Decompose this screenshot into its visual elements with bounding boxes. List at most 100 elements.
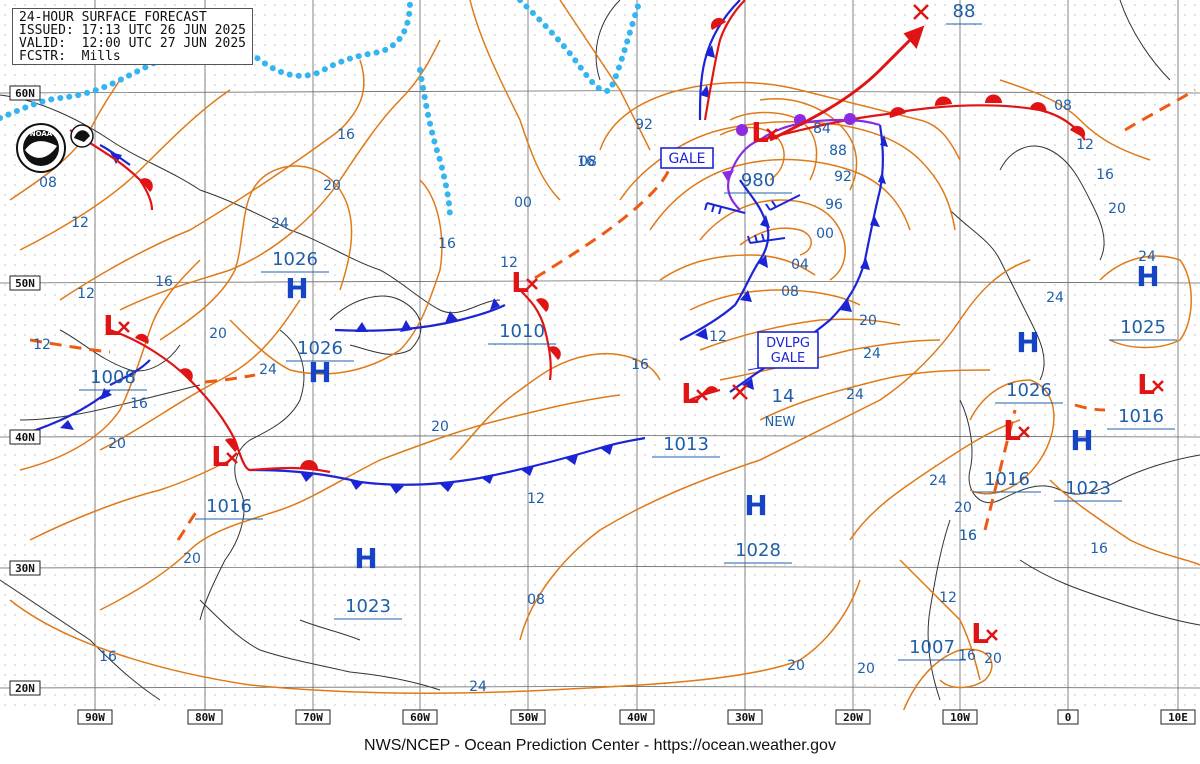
issued-line: ISSUED: 17:13 UTC 26 JUN 2025 — [19, 23, 246, 38]
isobar-label: 24 — [1138, 249, 1156, 265]
low-symbol: L — [971, 617, 989, 650]
isobar-label: 12 — [500, 255, 518, 271]
lat-60n: 60N — [15, 87, 35, 100]
warm-fronts — [69, 0, 1086, 474]
isobar-label: 24 — [1046, 290, 1064, 306]
isobar-label: 04 — [791, 257, 809, 273]
lon-10e: 10E — [1168, 711, 1188, 724]
high-symbol: H — [1070, 424, 1093, 457]
coastlines — [0, 0, 1200, 701]
low-pressure-center: L 1008 — [79, 309, 147, 391]
central-pressure-label: 1008 — [90, 367, 136, 388]
lon-10w: 10W — [950, 711, 970, 724]
central-pressure-label: 1026 — [272, 249, 318, 270]
low-center-x — [766, 128, 778, 140]
isobar-label: 12 — [939, 590, 957, 606]
cold-front-barbs — [60, 45, 888, 494]
lat-50n: 50N — [15, 277, 35, 290]
isobar-label: 96 — [825, 197, 843, 213]
isobar-label: 20 — [209, 326, 227, 342]
lat-lon-grid — [0, 0, 1200, 710]
central-pressure-label: 1016 — [206, 496, 252, 517]
wind-barbs — [704, 194, 801, 244]
low-track-arrow — [769, 25, 925, 142]
lat-20n: 20N — [15, 682, 35, 695]
low-center-x — [1018, 426, 1030, 438]
isobar-label: 16 — [1096, 167, 1114, 183]
isobar-label: 84 — [813, 121, 831, 137]
longitude-labels: 90W 80W 70W 60W 50W 40W 30W 20W 10W 0 10… — [77, 709, 1196, 725]
lon-0: 0 — [1065, 711, 1072, 724]
isobar-label: 24 — [271, 216, 289, 232]
isobar-label: 20 — [787, 658, 805, 674]
footer-credit: NWS/NCEP - Ocean Prediction Center - htt… — [364, 737, 836, 754]
low-symbol: L — [751, 116, 769, 149]
low-pressure-center: L 1016 — [1107, 368, 1175, 430]
isobar-label: 20 — [1108, 201, 1126, 217]
isobar-label: 24 — [469, 679, 487, 695]
exit-low-pressure: 88 — [953, 1, 976, 22]
high-pressure-center: H 1023 — [1054, 424, 1122, 502]
map-background — [0, 0, 1200, 710]
low-pressure-center: L 1007 — [898, 617, 998, 661]
new-low-note: NEW — [765, 415, 796, 430]
low-center-x — [986, 629, 998, 641]
central-pressure-label: 1026 — [1006, 380, 1052, 401]
low-symbol: L — [511, 266, 529, 299]
lon-90w: 90W — [85, 711, 105, 724]
low-symbol: L — [211, 440, 229, 473]
isobar-label: 16 — [438, 236, 456, 252]
gale-warning: GALE — [660, 147, 714, 169]
isobar-label: 12 — [71, 215, 89, 231]
isobar-label: 24 — [846, 387, 864, 403]
isobar-label: 12 — [33, 337, 51, 353]
new-low-pressure: 14 — [772, 386, 795, 407]
low-pressure-center: L 1013 — [652, 377, 720, 458]
low-pressure-center: L 1010 — [488, 266, 556, 345]
high-symbol: H — [285, 272, 308, 305]
isobar-label: 16 — [130, 396, 148, 412]
low-symbol: L — [103, 309, 121, 342]
isobar-label: 24 — [929, 473, 947, 489]
central-pressure-label: 1010 — [499, 321, 545, 342]
isobar-label: 20 — [431, 419, 449, 435]
isobar-label: 20 — [984, 651, 1002, 667]
pressure-systems: L1008L1016L1010L1013L980L1016L1007L1016H… — [79, 116, 1177, 661]
latitude-labels: 60N 50N 40N 30N 20N — [9, 85, 41, 696]
isobar-label: 16 — [631, 357, 649, 373]
central-pressure-label: 1016 — [984, 469, 1030, 490]
low-pressure-center: L 980 — [724, 116, 792, 194]
isobar-label: 08 — [527, 592, 545, 608]
exit-low-x — [913, 4, 929, 20]
lon-40w: 40W — [627, 711, 647, 724]
low-symbol: L — [1003, 414, 1021, 447]
central-pressure-label: 1025 — [1120, 317, 1166, 338]
isobar-label: 88 — [829, 143, 847, 159]
isobar-label: 20 — [323, 178, 341, 194]
isobar-label: 20 — [108, 436, 126, 452]
isobar-label: 08 — [39, 175, 57, 191]
lon-30w: 30W — [735, 711, 755, 724]
isobar-label: 00 — [514, 195, 532, 211]
new-low-x — [732, 384, 748, 400]
isobar-label: 16 — [959, 528, 977, 544]
isobar-label: 08 — [1054, 98, 1072, 114]
low-pressure-center: L 1016 — [195, 440, 263, 520]
high-symbol: H — [1136, 260, 1159, 293]
isobar-label: 24 — [259, 362, 277, 378]
central-pressure-label: 1023 — [345, 596, 391, 617]
isobar-label: 92 — [635, 117, 653, 133]
low-symbol: L — [1137, 368, 1155, 401]
central-pressure-label: 1007 — [909, 637, 955, 658]
isobar-label: 20 — [954, 500, 972, 516]
isobar-label: 16 — [959, 528, 977, 544]
high-symbol: H — [354, 542, 377, 575]
troughs — [29, 88, 1196, 541]
x-marks — [732, 4, 929, 400]
isobar-label: 20 — [857, 661, 875, 677]
isobar-label: 16 — [155, 274, 173, 290]
lat-30n: 30N — [15, 562, 35, 575]
low-symbol: L — [681, 377, 699, 410]
